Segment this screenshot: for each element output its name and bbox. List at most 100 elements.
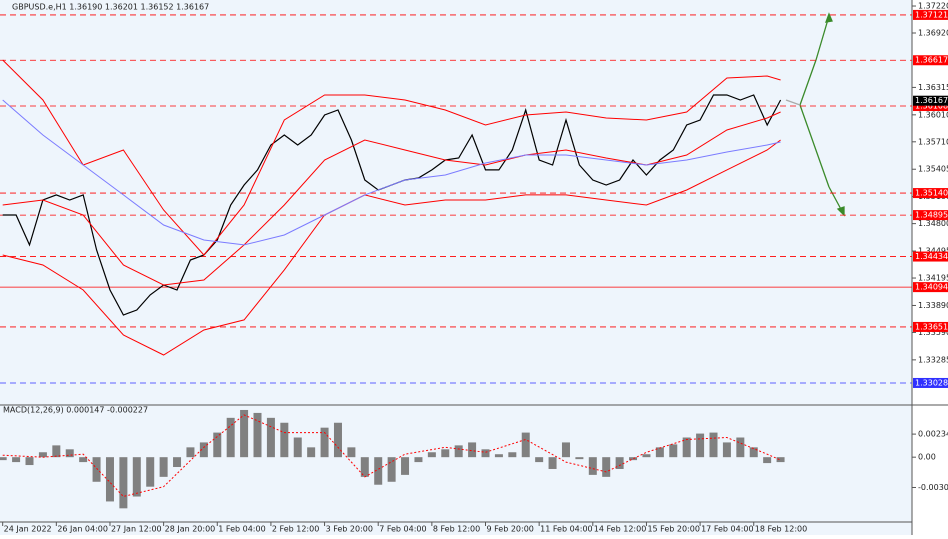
level-label: 1.37121 [915,10,948,19]
y-tick-label: 1.37220 [918,2,948,11]
level-label-box [913,251,948,262]
forecast-link [785,99,801,106]
histogram-bar [468,442,477,458]
indicator-line [2,59,781,256]
histogram-bar [0,457,7,461]
level-label-box [913,377,948,388]
x-tick-label: 28 Jan 20:00 [165,525,216,534]
histogram-bar [521,432,530,458]
current-price-box [913,95,948,106]
axis-background [912,0,948,535]
histogram-bar [347,447,356,458]
arrow-head [836,206,845,217]
histogram-bar [508,452,517,458]
arrow-head [824,12,833,23]
y-tick-label: 1.36010 [918,110,948,119]
histogram-bar [387,457,396,482]
histogram-bar [240,409,249,458]
y-tick-label: 1.33890 [918,301,948,310]
x-tick-label: 7 Feb 04:00 [379,525,426,534]
histogram-bar [52,445,61,458]
x-tick-label: 18 Feb 12:00 [755,525,807,534]
histogram-bar [763,457,772,464]
histogram-bar [12,457,21,463]
histogram-bar [602,457,611,477]
y-tick-label: 1.33285 [918,355,948,364]
histogram-bar [696,433,705,458]
y-tick-label: 1.36315 [918,83,948,92]
histogram-bar [79,457,88,463]
histogram-bar [722,442,731,458]
level-label: 1.34434 [915,252,948,261]
histogram-bar [186,447,195,458]
histogram-bar [320,427,329,458]
histogram-bar [414,457,423,463]
histogram-bar [548,457,557,469]
level-label: 1.36108 [915,102,948,111]
forecast-down-1 [799,104,830,188]
histogram-bar [38,452,47,458]
histogram-bar [776,457,785,463]
histogram-bar [226,417,235,458]
y-tick-label: 1.35710 [918,137,948,146]
x-tick-label: 26 Jan 04:00 [57,525,108,534]
histogram-bar [427,452,436,458]
y-tick-label: 0.002346 [918,430,948,439]
forecast-up-2 [815,15,830,61]
histogram-bar [280,422,289,458]
histogram-bar [213,432,222,458]
x-tick-label: 1 Feb 04:00 [218,525,265,534]
level-label-box [913,101,948,112]
histogram-bar [481,449,490,458]
y-tick-label: 0.00 [918,453,936,462]
signal-line [2,414,781,498]
histogram-bar [642,454,651,458]
y-tick-label: 1.34195 [918,274,948,283]
level-label-box [913,210,948,221]
level-label-box [913,9,948,20]
histogram-bar [159,457,168,477]
indicator-title: MACD(12,26,9) 0.000147 -0.000227 [3,406,148,415]
forecast-arrows [785,12,845,217]
level-label: 1.34094 [915,283,948,292]
histogram-bar [575,457,584,460]
chart-title: GBPUSD.e,H1 1.36190 1.36201 1.36152 1.36… [12,3,209,12]
level-label: 1.33028 [915,378,948,387]
x-tick-label: 9 Feb 20:00 [487,525,534,534]
histogram-bar [669,444,678,458]
histogram-bar [494,454,503,458]
histogram-bar [454,445,463,458]
level-label: 1.34895 [915,211,948,220]
histogram-bar [441,449,450,458]
histogram-bar [119,457,128,509]
histogram-bar [266,417,275,458]
histogram-bar [749,447,758,458]
histogram-bar [360,457,369,477]
x-tick-label: 14 Feb 12:00 [594,525,646,534]
x-tick-label: 3 Feb 20:00 [326,525,373,534]
indicator-line [2,111,781,286]
y-tick-label: 1.33590 [918,328,948,337]
histogram-bar [333,422,342,458]
histogram-bar [682,437,691,458]
histogram-bar [146,457,155,487]
histogram-bar [629,457,638,461]
x-tick-label: 15 Feb 20:00 [647,525,699,534]
level-label-box [913,321,948,332]
indicator-line [2,139,781,356]
histogram-bar [25,457,34,466]
histogram-bar [615,457,624,469]
x-tick-label: 24 Jan 2022 [4,525,52,534]
x-tick-label: 17 Feb 04:00 [701,525,753,534]
histogram-bar [173,457,182,468]
histogram-bar [105,457,114,502]
level-label-box [913,282,948,293]
level-label: 1.33651 [915,322,948,331]
x-tick-label: 11 Feb 04:00 [540,525,592,534]
histogram-bar [655,447,664,458]
level-label-box [913,188,948,199]
level-label: 1.36617 [915,56,948,65]
x-tick-label: 8 Feb 12:00 [433,525,480,534]
forecast-up-1 [799,59,817,106]
